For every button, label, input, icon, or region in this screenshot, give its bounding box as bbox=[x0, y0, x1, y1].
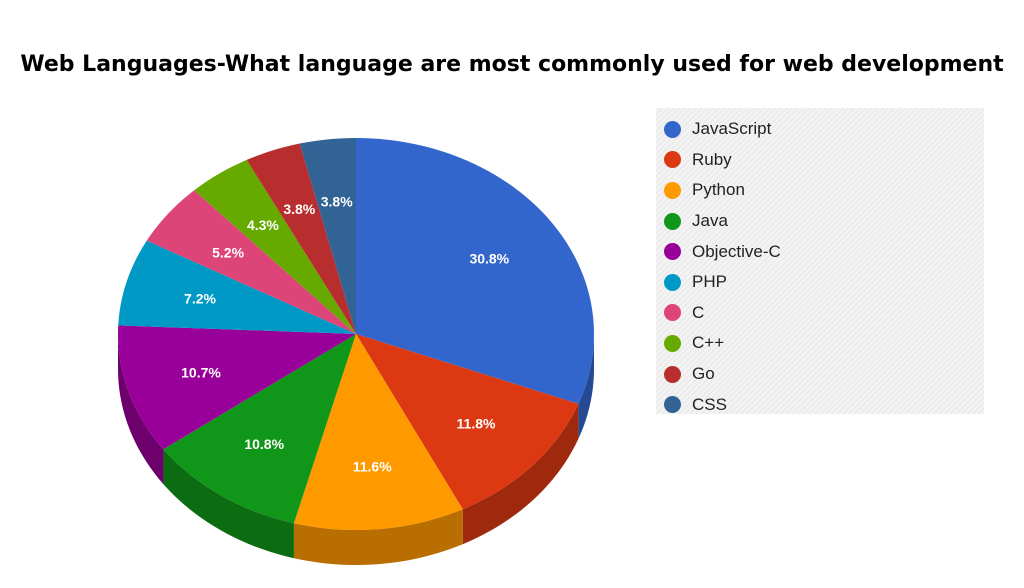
slice-label-ruby: 11.8% bbox=[457, 415, 496, 431]
legend-swatch bbox=[664, 212, 681, 230]
legend-label: C bbox=[692, 302, 705, 322]
pie-slice-go bbox=[246, 143, 356, 334]
pie-slice-php bbox=[118, 240, 356, 334]
legend-item-python: Python bbox=[656, 175, 984, 206]
slice-label-python: 11.6% bbox=[353, 459, 392, 475]
legend-label: CSS bbox=[692, 394, 727, 414]
legend-swatch bbox=[664, 396, 681, 414]
pie-slice-python bbox=[293, 334, 463, 530]
pie-side-objective-c bbox=[118, 334, 164, 485]
pie-side-javascript bbox=[578, 334, 594, 439]
legend-label: Python bbox=[692, 180, 745, 200]
slice-label-php: 7.2% bbox=[184, 290, 216, 306]
slice-label-c: 5.2% bbox=[212, 244, 244, 260]
legend-label: Objective-C bbox=[692, 241, 781, 261]
legend-label: Go bbox=[692, 364, 715, 384]
slice-label-javascript: 30.8% bbox=[469, 250, 509, 266]
legend-item-php: PHP bbox=[656, 267, 984, 298]
pie-labels: 30.8%11.8%11.6%10.8%10.7%7.2%5.2%4.3%3.8… bbox=[181, 194, 510, 475]
pie-side-ruby bbox=[462, 403, 579, 545]
legend-swatch bbox=[664, 365, 681, 383]
legend-item-java: Java bbox=[656, 206, 984, 237]
pie-side-python bbox=[293, 509, 463, 565]
legend-item-css: CSS bbox=[656, 389, 984, 420]
legend-swatch bbox=[664, 243, 681, 261]
legend-swatch bbox=[664, 304, 681, 322]
pie-slice-javascript bbox=[356, 138, 594, 404]
legend-label: C++ bbox=[692, 333, 725, 353]
pie-slice-java bbox=[163, 334, 356, 524]
pie-slice-c bbox=[146, 190, 356, 334]
legend-item-ruby: Ruby bbox=[656, 145, 984, 176]
legend-label: Java bbox=[692, 211, 728, 231]
pie-slice-ruby bbox=[356, 334, 579, 510]
legend: JavaScript Ruby Python Java Objective-C PHP C C… bbox=[656, 108, 984, 414]
legend-item-c: C++ bbox=[656, 328, 984, 359]
pie-slice-css bbox=[299, 138, 356, 334]
legend-label: Ruby bbox=[692, 149, 732, 169]
pie-slice-objective-c bbox=[118, 325, 356, 450]
legend-label: PHP bbox=[692, 272, 727, 292]
legend-swatch bbox=[664, 120, 681, 138]
legend-swatch bbox=[664, 181, 681, 199]
legend-swatch bbox=[664, 151, 681, 169]
slice-label-java: 10.8% bbox=[244, 436, 284, 452]
legend-item-javascript: JavaScript bbox=[656, 114, 984, 145]
legend-label: JavaScript bbox=[692, 119, 772, 139]
pie-side-java bbox=[163, 449, 294, 559]
legend-item-c: C bbox=[656, 298, 984, 329]
slice-label-css: 3.8% bbox=[321, 194, 353, 210]
legend-item-objective-c: Objective-C bbox=[656, 236, 984, 267]
legend-item-go: Go bbox=[656, 359, 984, 390]
slice-label-objective-c: 10.7% bbox=[181, 364, 221, 380]
slice-label-c: 4.3% bbox=[247, 217, 279, 233]
legend-swatch bbox=[664, 273, 681, 291]
legend-swatch bbox=[664, 334, 681, 352]
pie-top bbox=[118, 138, 594, 530]
slice-label-go: 3.8% bbox=[283, 201, 315, 217]
pie-sides bbox=[118, 334, 594, 565]
chart-title: Web Languages-What language are most com… bbox=[20, 52, 1004, 77]
pie-slice-c bbox=[194, 159, 356, 334]
